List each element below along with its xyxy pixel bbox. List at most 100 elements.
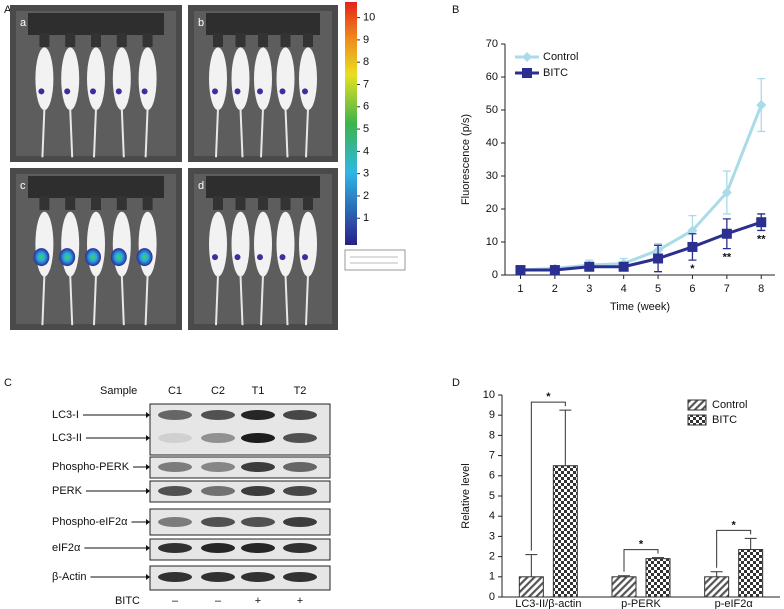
signal-spot [115, 88, 122, 95]
nose-cone [116, 196, 127, 210]
signal-spot [136, 248, 153, 267]
legend-swatch [687, 399, 707, 411]
mouse-tail [215, 274, 219, 326]
mouse-body [209, 47, 227, 111]
y-tick-label: 70 [486, 38, 498, 50]
y-tick-label: 2 [489, 551, 495, 563]
treatment-value: + [255, 595, 261, 607]
nose-cone [91, 33, 101, 47]
x-axis-label: Time (week) [610, 301, 670, 313]
blot-strip [149, 538, 331, 561]
series-line [520, 220, 762, 272]
nose-cone [39, 196, 50, 210]
y-axis-label: Fluorescence (p/s) [460, 114, 472, 205]
y-tick-label: 8 [489, 429, 495, 441]
mouse-tail [239, 108, 244, 158]
marker [618, 261, 629, 272]
sample-label: T2 [294, 385, 307, 397]
nose-cone [303, 196, 313, 210]
significance: ** [757, 233, 766, 245]
mouse-tail [144, 108, 149, 158]
marker [756, 100, 767, 111]
blot-strip [149, 456, 331, 479]
series-line [520, 104, 763, 272]
blot-band [241, 433, 275, 443]
mouse-tail [260, 108, 264, 158]
arrow-head [146, 464, 150, 470]
mouse-tail [239, 274, 244, 326]
nose-cone [235, 33, 246, 47]
x-tick-label: 1 [517, 283, 523, 295]
mouse-body [254, 47, 272, 111]
blot-band [283, 543, 317, 553]
legend-label: Control [712, 399, 747, 411]
y-tick-label: 4 [489, 510, 495, 522]
blot-band [158, 462, 192, 472]
panel-label: B [452, 4, 459, 16]
nose-cone [65, 33, 76, 47]
blot-band [201, 572, 235, 582]
image-label: b [198, 17, 204, 29]
mouse-body [276, 211, 295, 277]
mouse-tail [93, 108, 97, 158]
blot-band [241, 517, 275, 527]
nose-cone [280, 33, 291, 47]
mouse-tail [215, 108, 219, 158]
signal-spot [302, 88, 308, 95]
treatment-value: – [172, 595, 179, 607]
y-tick-label: 50 [486, 104, 498, 116]
significance: ** [723, 252, 732, 264]
treatment-value: + [297, 595, 303, 607]
blot-strip [149, 480, 331, 503]
mouse-tail [284, 108, 289, 158]
blot-header: Sample [100, 385, 137, 397]
arrow-head [146, 412, 150, 418]
blot-row-label: PERK [52, 485, 83, 497]
legend-label: BITC [712, 414, 737, 426]
colorbar-tick-label: 10 [363, 12, 375, 24]
marker [653, 253, 664, 264]
error-bar [710, 571, 723, 577]
bar [518, 576, 544, 598]
nose-cone [142, 33, 153, 47]
anesthesia-manifold [206, 13, 320, 35]
nose-cone [235, 196, 246, 210]
significance: * [732, 519, 737, 531]
x-tick-label: 4 [621, 283, 627, 295]
y-tick-label: 30 [486, 170, 498, 182]
blot-band [241, 572, 275, 582]
error-bar [744, 537, 757, 550]
y-tick-label: 0 [489, 591, 495, 603]
blot-band [201, 517, 235, 527]
marker [584, 261, 595, 272]
marker [721, 228, 732, 239]
arrow-head [146, 519, 150, 525]
signal-spot [279, 88, 286, 95]
bar [704, 576, 730, 598]
error-bar [652, 557, 664, 559]
marker [515, 265, 526, 276]
sample-label: T1 [252, 385, 265, 397]
blot-row-label: LC3-I [52, 409, 79, 421]
nose-cone [280, 196, 291, 210]
mouse-body [209, 211, 227, 277]
y-tick-label: 10 [486, 236, 498, 248]
nose-cone [65, 196, 76, 210]
legend-label: BITC [543, 67, 568, 79]
signal-spot [257, 254, 263, 261]
image-label: d [198, 180, 204, 192]
bar [552, 465, 578, 598]
mouse-body [35, 47, 54, 111]
blot-band [201, 486, 235, 496]
colorbar-tick-label: 8 [363, 56, 369, 68]
legend-swatch [687, 414, 707, 426]
bar [645, 558, 671, 598]
mouse-tail [260, 274, 264, 326]
y-tick-label: 7 [489, 450, 495, 462]
bar [611, 576, 637, 598]
marker [721, 187, 732, 198]
panel-label: D [452, 377, 460, 389]
colorbar-tick-label: 9 [363, 34, 369, 46]
mouse-tail [305, 274, 309, 326]
